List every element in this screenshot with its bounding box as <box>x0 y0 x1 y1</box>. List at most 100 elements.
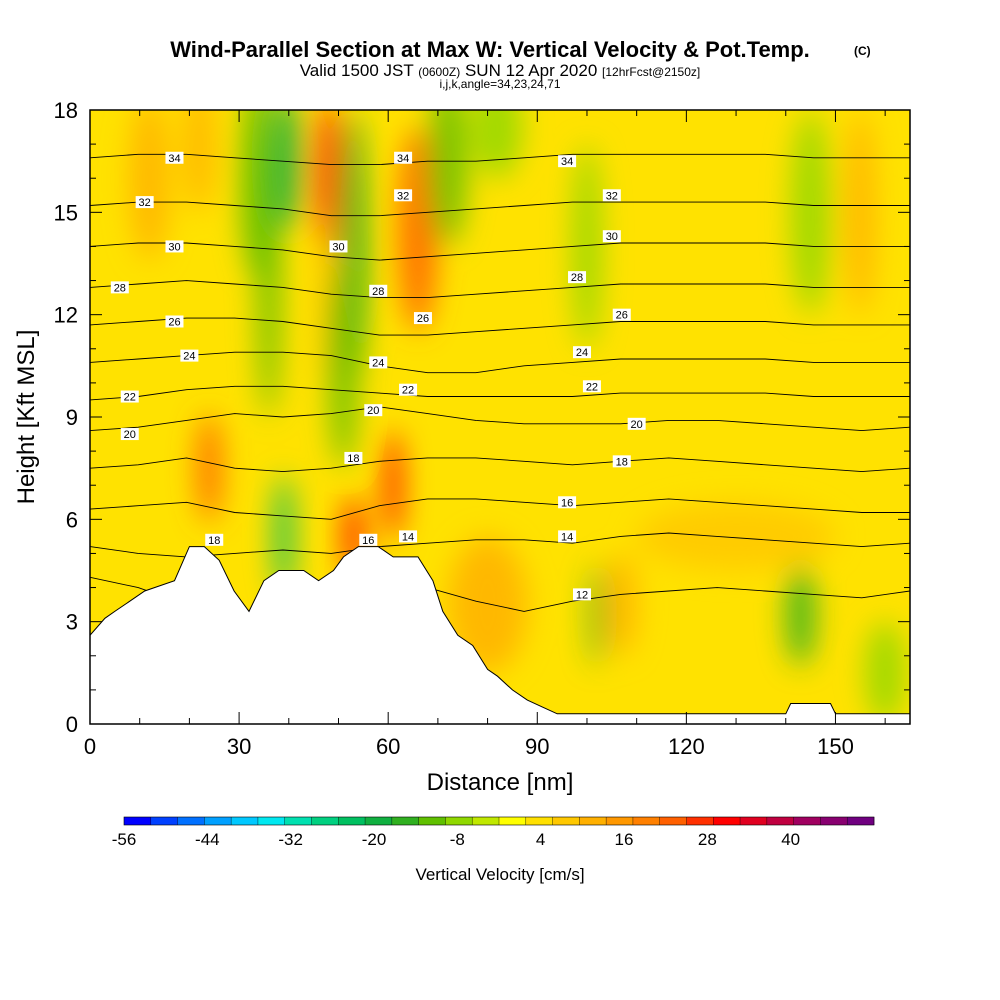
svg-text:30: 30 <box>332 241 344 253</box>
colorbar-tick-label: -32 <box>278 830 303 849</box>
x-tick-label: 120 <box>668 734 705 759</box>
colorbar-swatch <box>632 817 661 825</box>
isentrope-label: 18 <box>612 455 631 468</box>
terrain <box>90 546 910 724</box>
colorbar-swatch <box>740 817 768 825</box>
y-tick-label: 15 <box>54 200 78 225</box>
subtitle-forecast: [12hrFcst@2150z] <box>602 65 700 79</box>
svg-text:16: 16 <box>362 535 374 547</box>
x-axis-label: Distance [nm] <box>427 769 574 796</box>
y-tick-label: 18 <box>54 98 78 123</box>
isentrope-label: 22 <box>120 390 139 404</box>
svg-text:28: 28 <box>114 282 126 294</box>
svg-text:30: 30 <box>168 241 180 253</box>
svg-text:14: 14 <box>402 531 414 543</box>
isentrope-label: 20 <box>364 404 383 417</box>
y-tick-label: 3 <box>66 610 78 635</box>
w-feature-5 <box>273 474 294 598</box>
colorbar-swatch <box>204 817 232 825</box>
svg-text:18: 18 <box>616 456 628 468</box>
svg-text:22: 22 <box>586 381 598 393</box>
svg-text:26: 26 <box>616 310 628 322</box>
colorbar: -56 -44 -32 -20 -8 4 16 28 40 <box>112 816 875 849</box>
isentrope-label: 26 <box>612 308 631 322</box>
colorbar-tick-label: -20 <box>362 830 387 849</box>
colorbar-swatch <box>820 817 848 825</box>
w-feature-14 <box>427 110 468 247</box>
section-info: i,j,k,angle=34,23,24,71 <box>439 77 560 91</box>
y-tick-label: 9 <box>66 405 78 430</box>
isentrope-label: 32 <box>602 189 621 202</box>
svg-text:34: 34 <box>397 153 409 165</box>
colorbar-tick-label: 40 <box>781 830 800 849</box>
colorbar-swatch <box>579 817 607 825</box>
isentrope-label: 28 <box>369 284 388 298</box>
colorbar-swatch <box>391 817 419 825</box>
svg-text:22: 22 <box>402 385 414 397</box>
isentrope-label: 30 <box>602 230 621 243</box>
axes: 0 30 60 90 120 150 0 3 6 9 12 15 18 <box>54 98 910 759</box>
y-tick-label: 6 <box>66 507 78 532</box>
plot-area: 34 32 30 28 26 24 22 20 18 34 32 30 28 26 24 22 20 18 16 14… <box>90 110 910 724</box>
svg-text:34: 34 <box>561 156 573 168</box>
isentrope-label: 24 <box>573 346 591 359</box>
isentrope-label: 14 <box>558 530 577 543</box>
colorbar-swatch <box>418 817 446 825</box>
isentrope-label: 30 <box>329 240 348 253</box>
isentrope-label: 22 <box>399 383 418 397</box>
svg-text:28: 28 <box>372 286 384 298</box>
chart-title-unit: (C) <box>854 44 871 58</box>
subtitle-date: SUN 12 Apr 2020 <box>465 61 597 80</box>
colorbar-swatch <box>284 817 312 825</box>
colorbar-swatch <box>525 817 553 825</box>
svg-text:32: 32 <box>139 197 151 209</box>
y-tick-label: 0 <box>66 712 78 737</box>
colorbar-swatch <box>311 817 339 825</box>
svg-text:12: 12 <box>576 589 588 601</box>
colorbar-swatch <box>177 817 205 825</box>
svg-text:34: 34 <box>168 153 180 165</box>
svg-text:24: 24 <box>183 351 195 363</box>
isentrope-label: 12 <box>573 588 591 601</box>
isentrope-26 <box>90 317 910 336</box>
subtitle-valid: Valid 1500 JST <box>300 61 414 80</box>
colorbar-tick-label: 16 <box>615 830 634 849</box>
w-feature-15 <box>472 110 523 179</box>
colorbar-swatch <box>445 817 473 825</box>
isentrope-20 <box>90 406 910 432</box>
w-feature-18 <box>606 553 637 656</box>
isentrope-label: 30 <box>165 240 184 253</box>
svg-text:32: 32 <box>397 190 409 202</box>
w-feature-7 <box>313 110 344 257</box>
svg-text:18: 18 <box>347 453 359 465</box>
svg-text:24: 24 <box>576 347 588 359</box>
colorbar-tick-label: 28 <box>698 830 717 849</box>
colorbar-swatch <box>766 817 794 825</box>
isentrope-label: 18 <box>205 533 224 547</box>
isentrope-label: 32 <box>135 196 154 209</box>
chart-title: Wind-Parallel Section at Max W: Vertical… <box>170 37 810 62</box>
colorbar-swatch <box>659 817 687 825</box>
chart-subtitle: Valid 1500 JST (0600Z) SUN 12 Apr 2020 [… <box>300 61 701 80</box>
isentrope-22 <box>90 385 910 401</box>
svg-text:32: 32 <box>606 190 618 202</box>
isentrope-24 <box>90 351 910 374</box>
svg-text:22: 22 <box>124 392 136 404</box>
x-tick-label: 150 <box>817 734 854 759</box>
w-feature-21 <box>845 110 876 315</box>
isentrope-label: 28 <box>110 281 129 294</box>
w-feature-24 <box>636 502 836 571</box>
colorbar-tick-label: -8 <box>450 830 465 849</box>
colorbar-swatch <box>847 817 875 825</box>
isentrope-label: 16 <box>359 533 378 547</box>
isentrope-28 <box>90 280 910 299</box>
colorbar-swatch <box>150 817 178 825</box>
isentrope-label: 32 <box>394 189 413 202</box>
w-feature-16 <box>572 144 602 349</box>
svg-text:20: 20 <box>367 405 379 417</box>
isentrope-34 <box>90 153 910 166</box>
isentrope-label: 14 <box>399 530 418 543</box>
isentrope-16 <box>90 498 910 520</box>
svg-text:30: 30 <box>606 231 618 243</box>
